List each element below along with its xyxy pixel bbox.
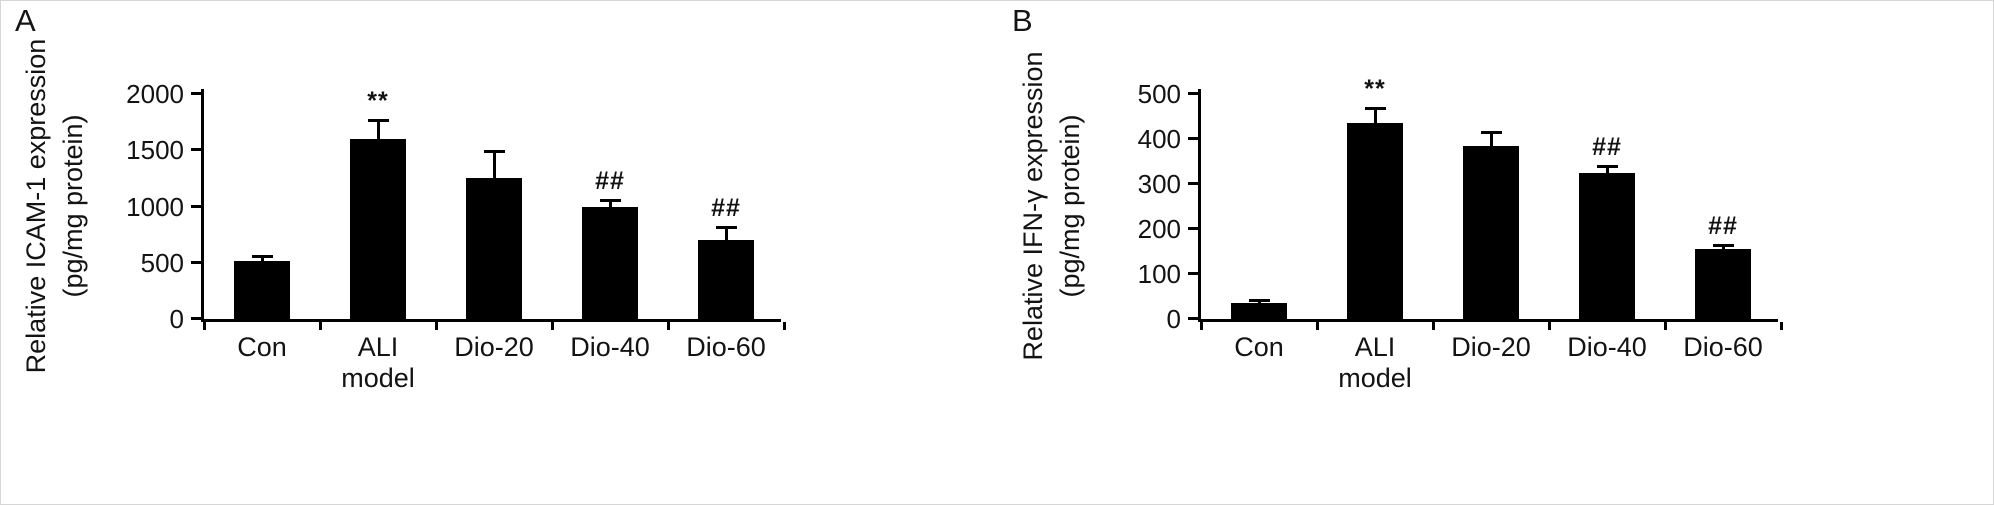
x-axis-tick — [319, 322, 322, 330]
error-bar-cap — [367, 118, 389, 122]
y-axis-tick — [1188, 92, 1201, 95]
y-axis-tick-label: 500 — [1137, 79, 1181, 109]
error-bar-stem — [1373, 107, 1377, 124]
panel-b-y-axis-title: Relative IFN-γ expression (pg/mg protein… — [1015, 1, 1091, 436]
y-axis-tick-label: 1500 — [126, 135, 184, 166]
panel-a: A Relative ICAM-1 expression (pg/mg prot… — [1, 1, 998, 504]
error-bar-cap — [483, 150, 505, 154]
x-axis-category-label: ALI model — [341, 332, 415, 393]
y-axis-tick — [1188, 182, 1201, 185]
x-axis-tick — [1664, 322, 1667, 330]
panel-a-letter: A — [15, 3, 36, 38]
x-axis-tick — [203, 322, 206, 330]
y-axis-tick — [191, 204, 204, 208]
y-axis-tick-label: 1000 — [126, 191, 184, 222]
y-axis-tick-label: 300 — [1137, 169, 1181, 199]
significance-label: ## — [595, 166, 625, 195]
significance-label: ## — [711, 193, 741, 222]
bar-dio-40 — [1579, 172, 1635, 319]
panel-a-y-axis-title: Relative ICAM-1 expression (pg/mg protei… — [18, 1, 94, 436]
x-axis-category-label: Dio-60 — [686, 332, 766, 362]
y-axis-tick-label: 0 — [1166, 304, 1181, 334]
y-axis-tick — [1188, 317, 1201, 320]
y-axis-tick-label: 0 — [169, 304, 184, 334]
bar-dio-20 — [466, 178, 522, 319]
significance-label: ## — [1708, 211, 1738, 240]
y-axis-title-line2: (pg/mg protein) — [1055, 114, 1085, 298]
x-axis-tick — [1780, 322, 1783, 330]
bar-dio-20 — [1463, 145, 1519, 319]
plot-area-a: 0 500 1000 1500 2000 Con ** ALI model Dio-20 ## Di… — [126, 79, 786, 393]
error-bar-cap — [599, 198, 621, 202]
error-bar-cap — [1248, 298, 1270, 302]
error-bar-cap — [1480, 131, 1502, 135]
significance-label: ** — [1364, 74, 1386, 103]
error-bar-stem — [492, 151, 496, 179]
bar-con — [1231, 303, 1287, 319]
x-axis-category-label: Dio-60 — [1683, 332, 1763, 362]
panel-b-letter: B — [1012, 3, 1033, 38]
error-bar-stem — [1489, 132, 1493, 146]
x-axis-category-label: Con — [1234, 332, 1284, 362]
x-axis-tick — [435, 322, 438, 330]
significance-label: ** — [367, 86, 389, 115]
bar-con — [234, 260, 290, 319]
x-axis-tick — [1200, 322, 1203, 330]
plot-area-b: 0 100 200 300 400 500 Con ** ALI model Dio-20 ## Di… — [1138, 75, 1783, 393]
y-axis-tick-label: 200 — [1137, 214, 1181, 244]
x-axis-category-label: Dio-20 — [454, 332, 534, 362]
y-axis-tick-label: 500 — [140, 247, 184, 278]
error-bar-cap — [1364, 106, 1386, 110]
error-bar-stem — [260, 256, 264, 261]
error-bar-stem — [608, 199, 612, 207]
error-bar-stem — [1605, 166, 1609, 173]
y-axis-tick — [1188, 227, 1201, 230]
y-axis-tick — [1188, 272, 1201, 275]
bar-ali-model — [350, 139, 406, 319]
y-axis-title-line1: Relative IFN-γ expression — [1018, 51, 1048, 361]
bar-dio-60 — [1695, 249, 1751, 319]
error-bar-cap — [715, 225, 737, 229]
y-axis-title-line2: (pg/mg protein) — [58, 114, 88, 298]
y-axis-tick-label: 2000 — [126, 79, 184, 109]
y-axis-tick — [1188, 137, 1201, 140]
error-bar-cap — [251, 255, 273, 258]
y-axis-title-line1: Relative ICAM-1 expression — [21, 38, 51, 374]
bar-ali-model — [1347, 123, 1403, 319]
x-axis-tick — [783, 322, 786, 330]
x-axis-category-label: ALI model — [1338, 332, 1412, 393]
x-axis-category-label: Dio-20 — [1451, 332, 1531, 362]
bar-dio-40 — [582, 206, 638, 319]
x-axis-tick — [1316, 322, 1319, 330]
x-axis-category-label: Dio-40 — [570, 332, 650, 362]
error-bar-cap — [1596, 165, 1618, 168]
significance-label: ## — [1592, 133, 1622, 161]
bar-dio-60 — [698, 240, 754, 319]
y-axis-tick — [191, 148, 204, 152]
error-bar-stem — [1721, 244, 1725, 250]
x-axis-tick — [1548, 322, 1551, 330]
x-axis-category-label: Dio-40 — [1567, 332, 1647, 362]
y-axis-tick-label: 100 — [1137, 259, 1181, 289]
y-axis-tick — [191, 92, 204, 95]
error-bar-cap — [1712, 243, 1734, 247]
x-axis-tick — [667, 322, 670, 330]
x-axis-category-label: Con — [237, 332, 287, 362]
y-axis-tick — [191, 317, 204, 320]
y-axis-tick-label: 400 — [1137, 124, 1181, 154]
y-axis-tick — [191, 260, 204, 264]
error-bar-stem — [376, 119, 380, 139]
panel-b: B Relative IFN-γ expression (pg/mg prote… — [998, 1, 1993, 504]
error-bar-stem — [724, 226, 728, 241]
x-axis-tick — [1432, 322, 1435, 330]
x-axis-tick — [551, 322, 554, 330]
